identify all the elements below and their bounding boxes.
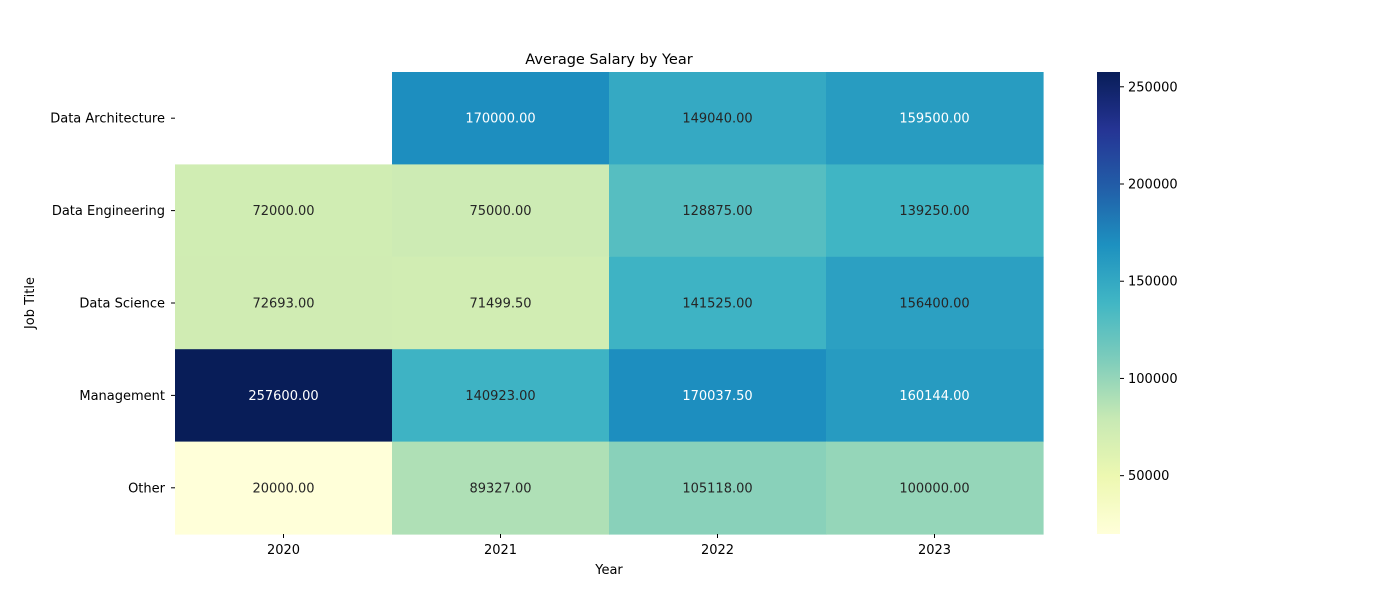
heatmap-cell (175, 256, 393, 350)
y-tick-label: Data Architecture (50, 112, 165, 127)
heatmap-cells (175, 72, 1044, 535)
heatmap-cell (392, 72, 610, 165)
cell-value-label: 170000.00 (465, 112, 535, 127)
heatmap-cell (609, 349, 827, 443)
y-tick-label: Data Science (79, 297, 165, 312)
heatmap-cell (392, 256, 610, 350)
heatmap-cell (826, 164, 1044, 258)
colorbar: 50000 100000 150000 200000 250000 (1097, 72, 1178, 534)
x-tick-label: 2023 (918, 543, 951, 558)
chart-title: Average Salary by Year (525, 52, 692, 68)
cell-value-label: 159500.00 (899, 112, 969, 127)
y-axis: Data Architecture Data Engineering Data Sc… (50, 112, 175, 496)
cell-value-label: 20000.00 (252, 481, 314, 496)
heatmap-cell (175, 441, 393, 535)
heatmap-cell (175, 164, 393, 258)
cell-value-label: 156400.00 (899, 297, 969, 312)
heatmap-cell (826, 349, 1044, 443)
colorbar-tick-label: 250000 (1128, 80, 1178, 95)
heatmap-cell (826, 441, 1044, 535)
cell-value-label: 160144.00 (899, 389, 969, 404)
colorbar-tick-label: 50000 (1128, 469, 1169, 484)
colorbar-tick-label: 150000 (1128, 275, 1178, 290)
cell-value-label: 141525.00 (682, 297, 752, 312)
colorbar-tick-label: 100000 (1128, 372, 1178, 387)
heatmap-cell (392, 164, 610, 258)
y-tick-label: Management (79, 389, 165, 404)
colorbar-ticks: 50000 100000 150000 200000 250000 (1120, 80, 1178, 484)
cell-value-label: 149040.00 (682, 112, 752, 127)
heatmap-cell (826, 256, 1044, 350)
cell-value-label: 72693.00 (252, 297, 314, 312)
heatmap-cell (609, 164, 827, 258)
cell-value-label: 139250.00 (899, 204, 969, 219)
heatmap-cell (175, 349, 393, 443)
x-axis-label: Year (594, 563, 623, 578)
cell-value-label: 100000.00 (899, 481, 969, 496)
heatmap-cell (609, 72, 827, 165)
y-axis-label: Job Title (23, 277, 38, 330)
heatmap-cell (609, 441, 827, 535)
cell-value-label: 170037.50 (682, 389, 752, 404)
cell-value-label: 71499.50 (469, 297, 531, 312)
x-tick-label: 2021 (484, 543, 517, 558)
heatmap-cell (392, 441, 610, 535)
cell-value-label: 128875.00 (682, 204, 752, 219)
cell-value-label: 140923.00 (465, 389, 535, 404)
x-axis: 2020 2021 2022 2023 (267, 534, 951, 558)
cell-value-label: 72000.00 (252, 204, 314, 219)
heatmap-cell (392, 349, 610, 443)
cell-value-label: 257600.00 (248, 389, 318, 404)
y-tick-label: Data Engineering (52, 204, 165, 219)
x-tick-label: 2020 (267, 543, 300, 558)
heatmap-cell (826, 72, 1044, 165)
y-tick-label: Other (128, 481, 166, 496)
heatmap-cell (609, 256, 827, 350)
cell-value-label: 105118.00 (682, 481, 752, 496)
cell-annotations: 170000.00 149040.00 159500.00 72000.00 75000… (248, 112, 969, 497)
colorbar-tick-label: 200000 (1128, 178, 1178, 193)
x-tick-label: 2022 (701, 543, 734, 558)
colorbar-gradient (1097, 72, 1120, 534)
cell-value-label: 75000.00 (469, 204, 531, 219)
cell-value-label: 89327.00 (469, 481, 531, 496)
